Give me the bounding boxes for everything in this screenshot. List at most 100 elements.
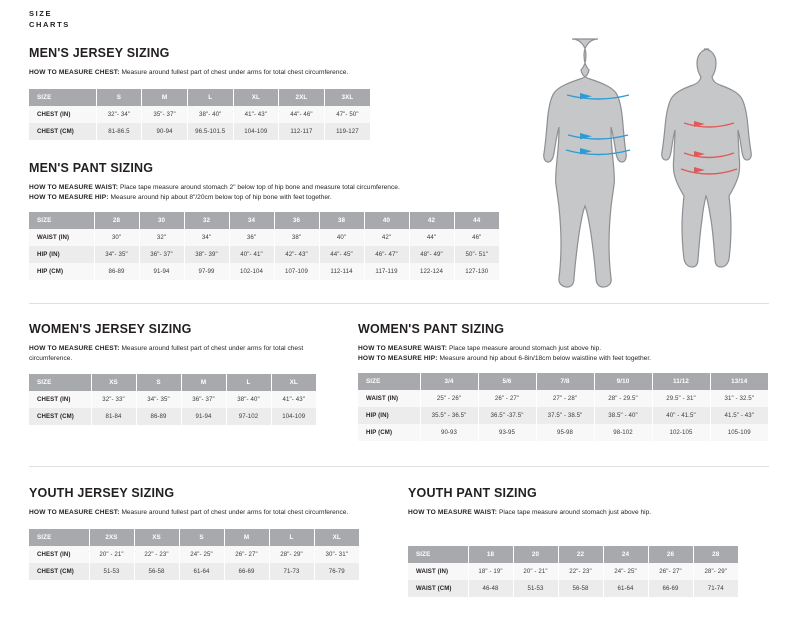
col-header: L bbox=[269, 528, 315, 546]
col-header: 40 bbox=[364, 212, 410, 230]
col-header: M bbox=[141, 88, 188, 106]
howto-mens-pant-hip: HOW TO MEASURE HIP: Measure around hip a… bbox=[29, 193, 499, 203]
col-header: 3/4 bbox=[420, 373, 479, 391]
cell: 66-69 bbox=[648, 579, 694, 597]
howto-text: Place tape measure around stomach just a… bbox=[498, 509, 652, 516]
table-womens-jersey: SIZE XS S M L XL CHEST (IN) 32"- 33" 34"… bbox=[29, 374, 316, 426]
cell: 35.5" - 36.5" bbox=[420, 407, 479, 425]
cell: 32"- 33" bbox=[91, 391, 137, 409]
howto-mens-pant-waist: HOW TO MEASURE WAIST: Place tape measure… bbox=[29, 183, 499, 193]
cell: 41"- 43" bbox=[271, 391, 316, 409]
section-title-mens-jersey: MEN'S JERSEY SIZING bbox=[29, 46, 170, 60]
table-row: WAIST (IN) 30" 32" 34" 36" 38" 40" 42" 4… bbox=[29, 229, 499, 247]
cell: 98-102 bbox=[594, 424, 653, 442]
col-header: 44 bbox=[454, 212, 499, 230]
cell: 56-58 bbox=[134, 562, 180, 580]
section-title-youth-jersey: YOUTH JERSEY SIZING bbox=[29, 486, 175, 500]
cell: 38" bbox=[274, 229, 320, 247]
cell: 47"- 50" bbox=[324, 105, 370, 123]
howto-text: Measure around hip about 6-8in/18cm belo… bbox=[439, 354, 652, 362]
cell: 27" - 28" bbox=[536, 390, 595, 408]
cell: 36.5" -37.5" bbox=[478, 407, 537, 425]
section-title-youth-pant: YOUTH PANT SIZING bbox=[408, 486, 537, 500]
col-header: 20 bbox=[513, 545, 559, 563]
cell: 36"- 37" bbox=[181, 391, 227, 409]
section-mens-pant: MEN'S PANT SIZING HOW TO MEASURE WAIST: … bbox=[29, 161, 499, 281]
table-youth-jersey: SIZE 2XS XS S M L XL CHEST (IN) 20" - 21… bbox=[29, 528, 359, 580]
col-header: 28 bbox=[94, 212, 140, 230]
row-label: CHEST (CM) bbox=[29, 122, 97, 140]
cell: 104-109 bbox=[233, 122, 280, 140]
cell: 28" - 29.5" bbox=[594, 390, 653, 408]
cell: 40" - 41.5" bbox=[652, 407, 711, 425]
col-header: 7/8 bbox=[536, 373, 595, 391]
table-row: CHEST (IN) 32"- 33" 34"- 35" 36"- 37" 38… bbox=[29, 391, 316, 409]
cell: 56-58 bbox=[558, 579, 604, 597]
cell: 34"- 35" bbox=[136, 391, 182, 409]
cell: 66-69 bbox=[224, 562, 270, 580]
male-waist-measure-line bbox=[567, 133, 629, 140]
col-header: 38 bbox=[319, 212, 365, 230]
howto-text: Measure around fullest part of chest und… bbox=[121, 69, 349, 76]
table-header-row: SIZE XS S M L XL bbox=[29, 374, 316, 392]
howto-label: HOW TO MEASURE WAIST: bbox=[358, 345, 448, 352]
section-title-mens-pant: MEN'S PANT SIZING bbox=[29, 161, 154, 175]
cell: 61-64 bbox=[603, 579, 649, 597]
cell: 34"- 35" bbox=[94, 246, 140, 264]
cell: 46"- 47" bbox=[364, 246, 410, 264]
cell: 119-127 bbox=[324, 122, 370, 140]
cell: 31" - 32.5" bbox=[710, 390, 768, 408]
col-header: XS bbox=[91, 374, 137, 392]
cell: 93-95 bbox=[478, 424, 537, 442]
cell: 51-53 bbox=[513, 579, 559, 597]
col-header: 34 bbox=[229, 212, 275, 230]
row-label: HIP (IN) bbox=[29, 246, 95, 264]
cell: 42" bbox=[364, 229, 410, 247]
table-mens-jersey: SIZE S M L XL 2XL 3XL CHEST (IN) 32"- 34… bbox=[29, 88, 370, 140]
table-header-row: SIZE S M L XL 2XL 3XL bbox=[29, 88, 370, 106]
col-header: SIZE bbox=[29, 88, 97, 106]
male-body-diagram bbox=[543, 38, 631, 288]
body-measurement-diagrams bbox=[528, 33, 788, 295]
cell: 91-94 bbox=[139, 263, 185, 281]
col-header: 36 bbox=[274, 212, 320, 230]
section-divider-2 bbox=[29, 466, 769, 467]
cell: 61-64 bbox=[179, 562, 225, 580]
cell: 44"- 46" bbox=[278, 105, 325, 123]
cell: 86-89 bbox=[94, 263, 140, 281]
table-row: HIP (IN) 34"- 35" 36"- 37" 38"- 39" 40"-… bbox=[29, 246, 499, 264]
howto-label: HOW TO MEASURE CHEST: bbox=[29, 345, 120, 352]
row-label: CHEST (IN) bbox=[29, 545, 90, 563]
col-header: 22 bbox=[558, 545, 604, 563]
section-title-womens-jersey: WOMEN'S JERSEY SIZING bbox=[29, 322, 192, 336]
cell: 20" - 21" bbox=[513, 562, 559, 580]
table-mens-pant: SIZE 28 30 32 34 36 38 40 42 44 WAIST (I… bbox=[29, 212, 499, 281]
cell: 41.5" - 43" bbox=[710, 407, 768, 425]
table-row: CHEST (CM) 81-86.5 90-94 96.5-101.5 104-… bbox=[29, 122, 370, 140]
cell: 32" bbox=[139, 229, 185, 247]
cell: 105-109 bbox=[710, 424, 768, 442]
cell: 32"- 34" bbox=[96, 105, 143, 123]
cell: 102-104 bbox=[229, 263, 275, 281]
cell: 26"- 27" bbox=[648, 562, 694, 580]
row-label: HIP (IN) bbox=[358, 407, 421, 425]
table-header-row: SIZE 3/4 5/6 7/8 9/10 11/12 13/14 bbox=[358, 373, 768, 391]
cell: 102-105 bbox=[652, 424, 711, 442]
howto-text: Place tape measure around stomach 2" bel… bbox=[119, 184, 400, 191]
cell: 36"- 37" bbox=[139, 246, 185, 264]
row-label: CHEST (IN) bbox=[29, 391, 92, 409]
cell: 91-94 bbox=[181, 408, 227, 426]
female-hip-measure-line bbox=[680, 167, 738, 175]
cell: 35"- 37" bbox=[141, 105, 188, 123]
table-header-row: SIZE 2XS XS S M L XL bbox=[29, 528, 359, 546]
page-title-line1: SIZE bbox=[29, 9, 53, 18]
table-header-row: SIZE 18 20 22 24 26 28 bbox=[408, 545, 738, 563]
col-header: 2XS bbox=[89, 528, 135, 546]
howto-mens-jersey-chest: HOW TO MEASURE CHEST: Measure around ful… bbox=[29, 68, 370, 78]
row-label: CHEST (IN) bbox=[29, 105, 97, 123]
col-header: XL bbox=[233, 88, 280, 106]
cell: 107-109 bbox=[274, 263, 320, 281]
cell: 71-74 bbox=[693, 579, 738, 597]
female-waist-measure-line bbox=[683, 151, 735, 159]
